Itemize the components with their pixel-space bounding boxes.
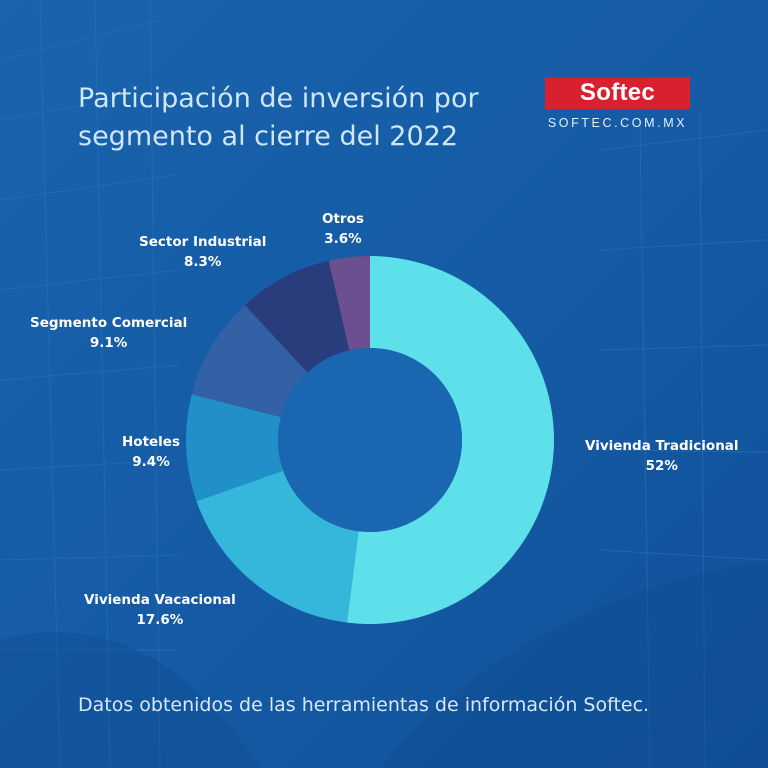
logo-text: Softec <box>579 79 656 106</box>
label-otros: Otros 3.6% <box>322 209 364 249</box>
label-name: Vivienda Vacacional <box>84 592 236 608</box>
label-value: 8.3% <box>183 254 222 270</box>
donut-hole <box>278 348 462 532</box>
label-name: Sector Industrial <box>139 234 267 250</box>
label-name: Otros <box>322 211 364 227</box>
slice-vivienda-tradicional <box>346 256 554 624</box>
label-sector-industrial: Sector Industrial 8.3% <box>139 232 266 272</box>
logo-url: SOFTEC.COM.MX <box>547 116 688 130</box>
label-name: Hoteles <box>122 434 181 450</box>
label-value: 9.4% <box>132 454 170 470</box>
label-name: Segmento Comercial <box>30 315 188 331</box>
slice-hoteles <box>186 394 284 502</box>
slice-sector-industrial <box>244 260 350 373</box>
slice-vivienda-vacacional <box>196 470 359 623</box>
title-line-1: Participación de inversión por <box>78 83 479 114</box>
label-segmento-comercial: Segmento Comercial 9.1% <box>30 313 187 353</box>
label-value: 17.6% <box>136 612 184 628</box>
footnote: Datos obtenidos de las herramientas de i… <box>78 694 650 716</box>
title-line-2: segmento al cierre del 2022 <box>78 121 458 152</box>
label-vivienda-vacacional: Vivienda Vacacional 17.6% <box>84 590 236 630</box>
softec-logo: Softec <box>545 77 690 109</box>
label-vivienda-tradicional: Vivienda Tradicional 52% <box>585 436 739 476</box>
label-hoteles: Hoteles 9.4% <box>122 432 180 472</box>
label-value: 52% <box>645 458 678 474</box>
page-title: Participación de inversión por segmento … <box>78 80 518 156</box>
label-value: 9.1% <box>89 335 128 351</box>
slice-otros <box>328 256 370 351</box>
label-name: Vivienda Tradicional <box>585 438 739 454</box>
slice-segmento-comercial <box>191 305 308 418</box>
label-value: 3.6% <box>324 231 362 247</box>
